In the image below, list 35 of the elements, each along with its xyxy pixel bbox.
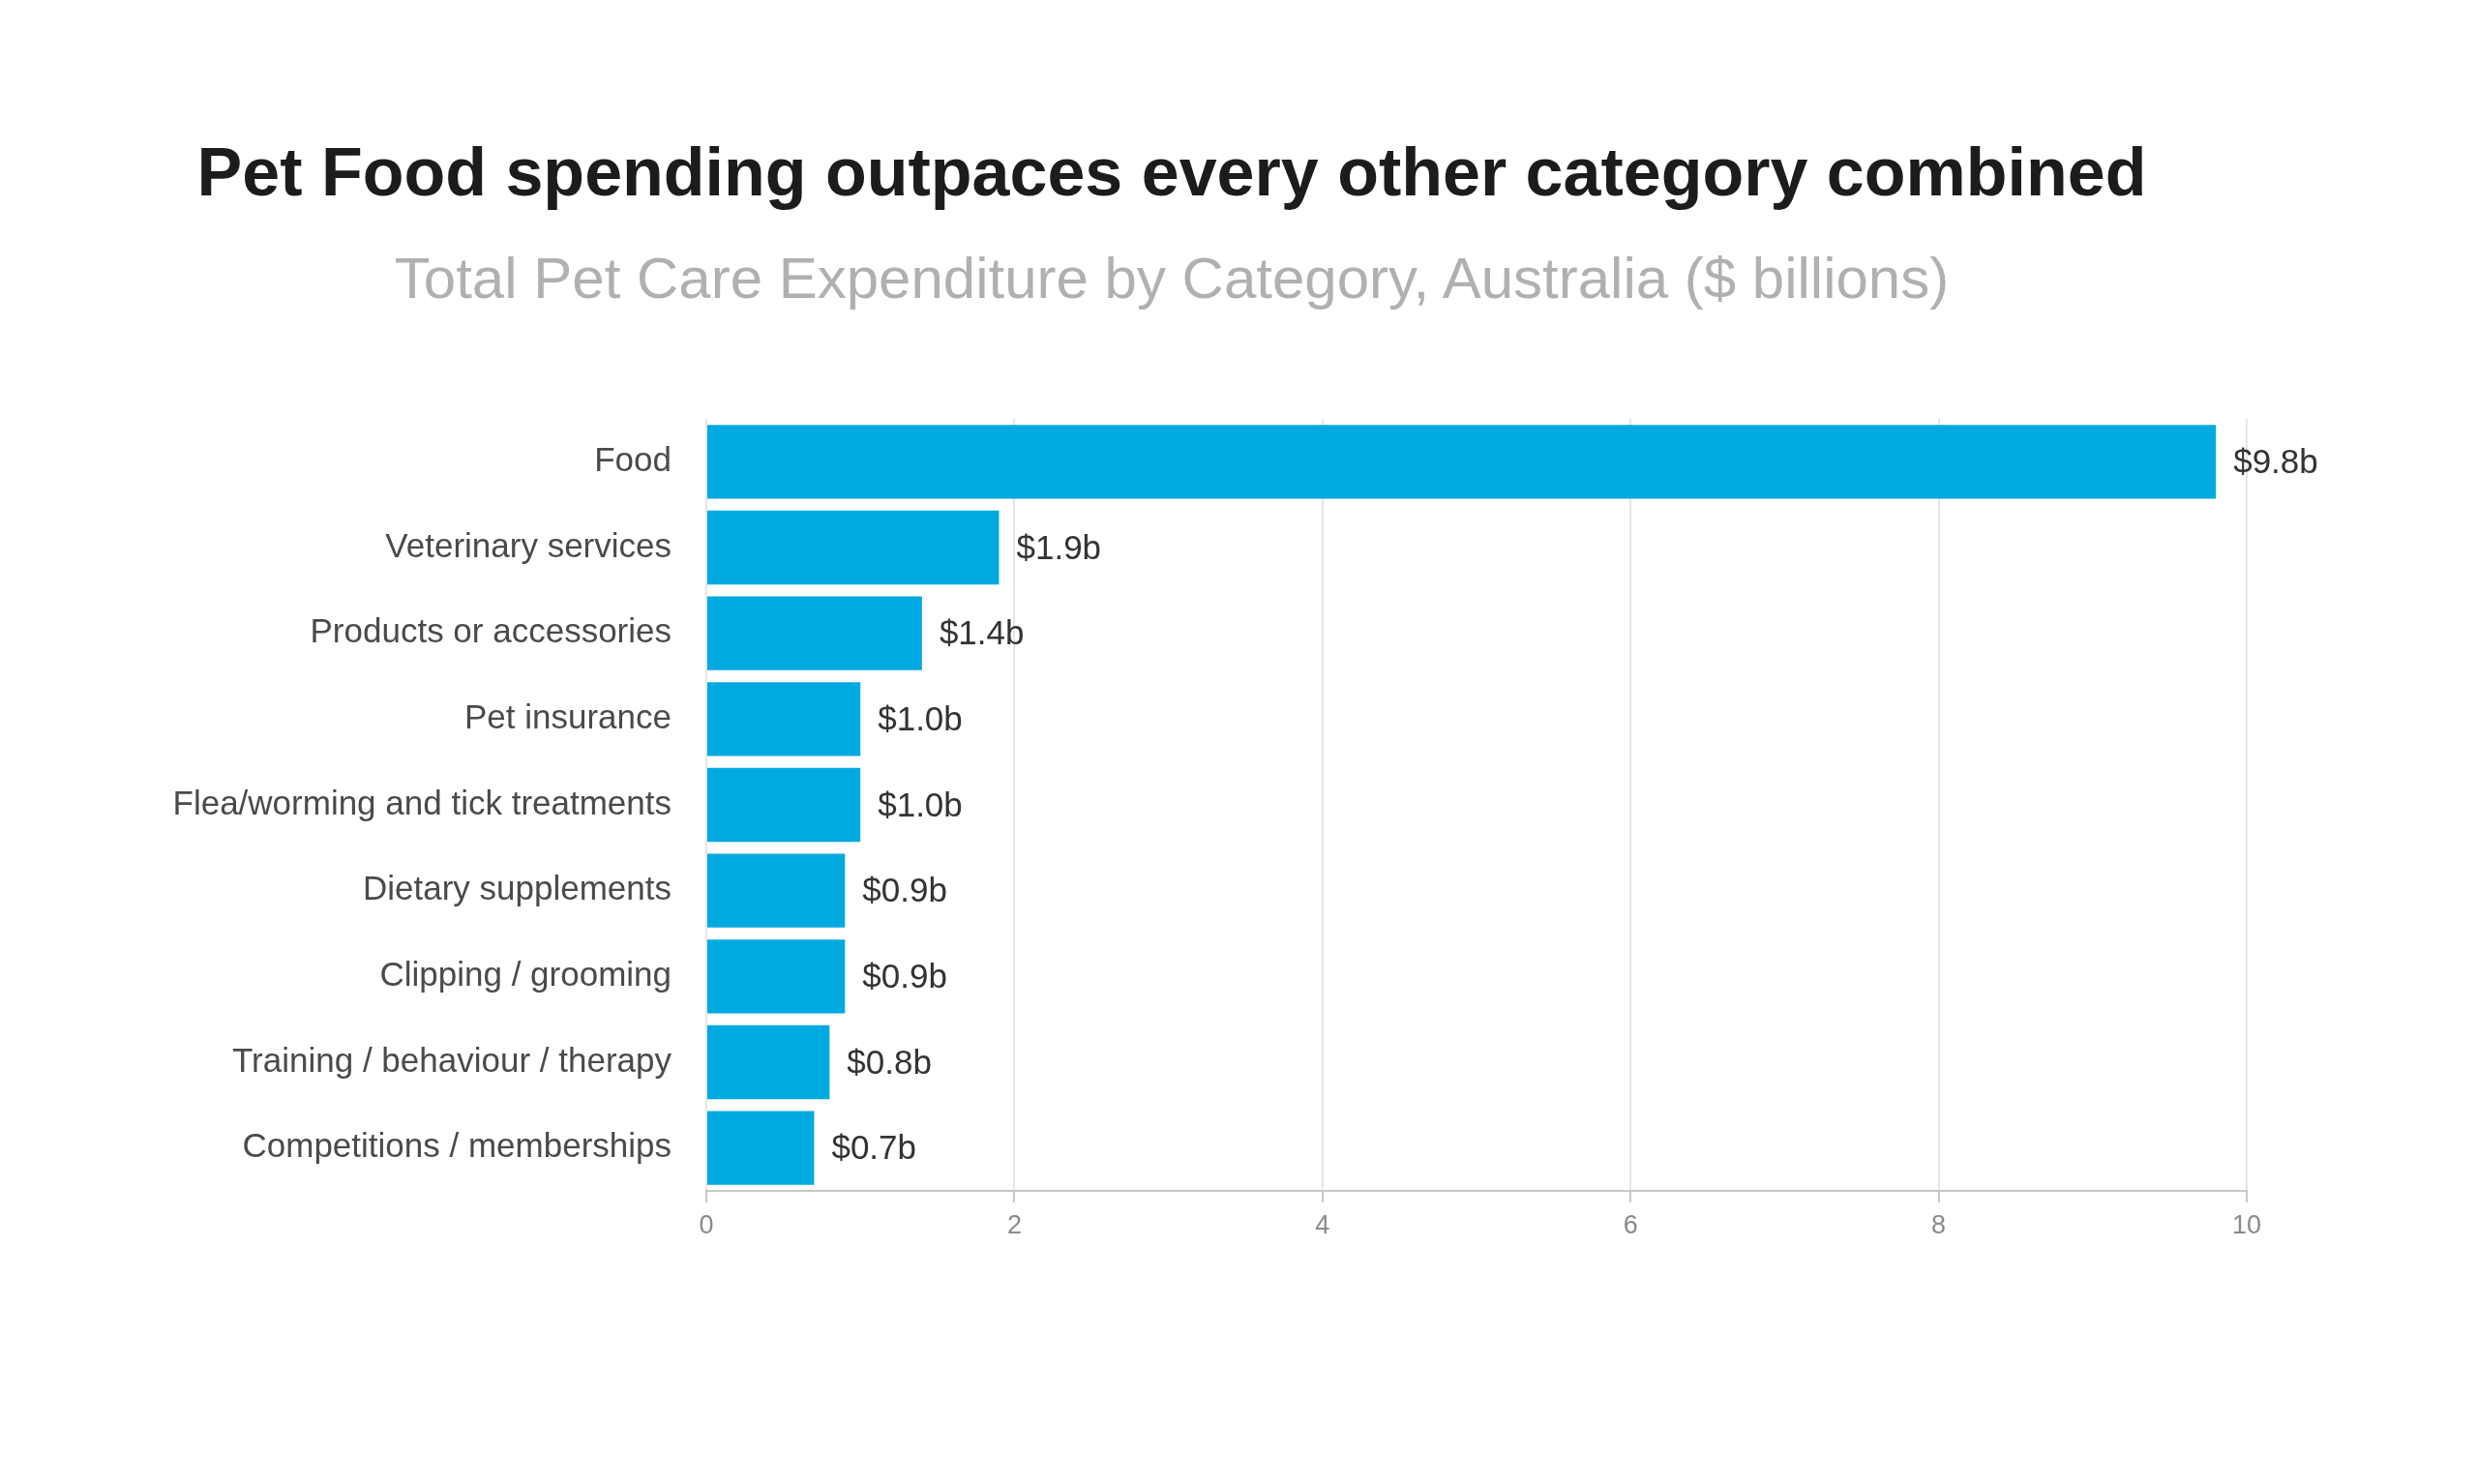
data-label: $1.9b <box>1016 527 1102 566</box>
data-label: $0.8b <box>847 1042 932 1081</box>
x-tick-label: 10 <box>2231 1209 2262 1239</box>
bar <box>707 510 1000 585</box>
y-tick-label: Clipping / grooming <box>379 954 671 993</box>
x-tick-label: 0 <box>699 1209 714 1239</box>
data-label: $0.9b <box>862 871 947 909</box>
chart-title: Pet Food spending outpaces every other category combined <box>196 134 2147 211</box>
y-tick-label: Veterinary services <box>385 525 671 564</box>
bar <box>707 939 846 1014</box>
bar <box>707 767 861 843</box>
y-tick-label: Competitions / memberships <box>242 1126 671 1165</box>
y-tick-label: Training / behaviour / therapy <box>232 1040 672 1079</box>
data-label: $0.9b <box>862 956 947 994</box>
bar <box>707 853 846 928</box>
data-label: $1.0b <box>878 785 963 823</box>
bar <box>707 425 2217 499</box>
x-tick-label: 2 <box>1006 1209 1022 1239</box>
y-tick-label: Dietary supplements <box>362 869 671 907</box>
bar <box>707 1111 815 1185</box>
x-tick-label: 6 <box>1623 1209 1638 1239</box>
x-tick-label: 8 <box>1931 1209 1947 1239</box>
bar <box>707 596 922 670</box>
data-label: $9.8b <box>2233 441 2318 480</box>
x-tick-label: 4 <box>1315 1209 1330 1239</box>
y-tick-label: Products or accessories <box>310 611 671 650</box>
y-tick-label: Pet insurance <box>463 697 671 735</box>
y-tick-label: Food <box>594 439 671 478</box>
bar <box>707 1024 830 1100</box>
bar <box>707 682 861 757</box>
data-label: $1.0b <box>878 698 963 737</box>
data-label: $0.7b <box>831 1128 917 1167</box>
y-tick-label: Flea/worming and tick treatments <box>172 783 671 821</box>
chart-subtitle: Total Pet Care Expenditure by Category, Australia ($ billions) <box>394 245 1950 311</box>
data-label: $1.4b <box>939 613 1025 652</box>
